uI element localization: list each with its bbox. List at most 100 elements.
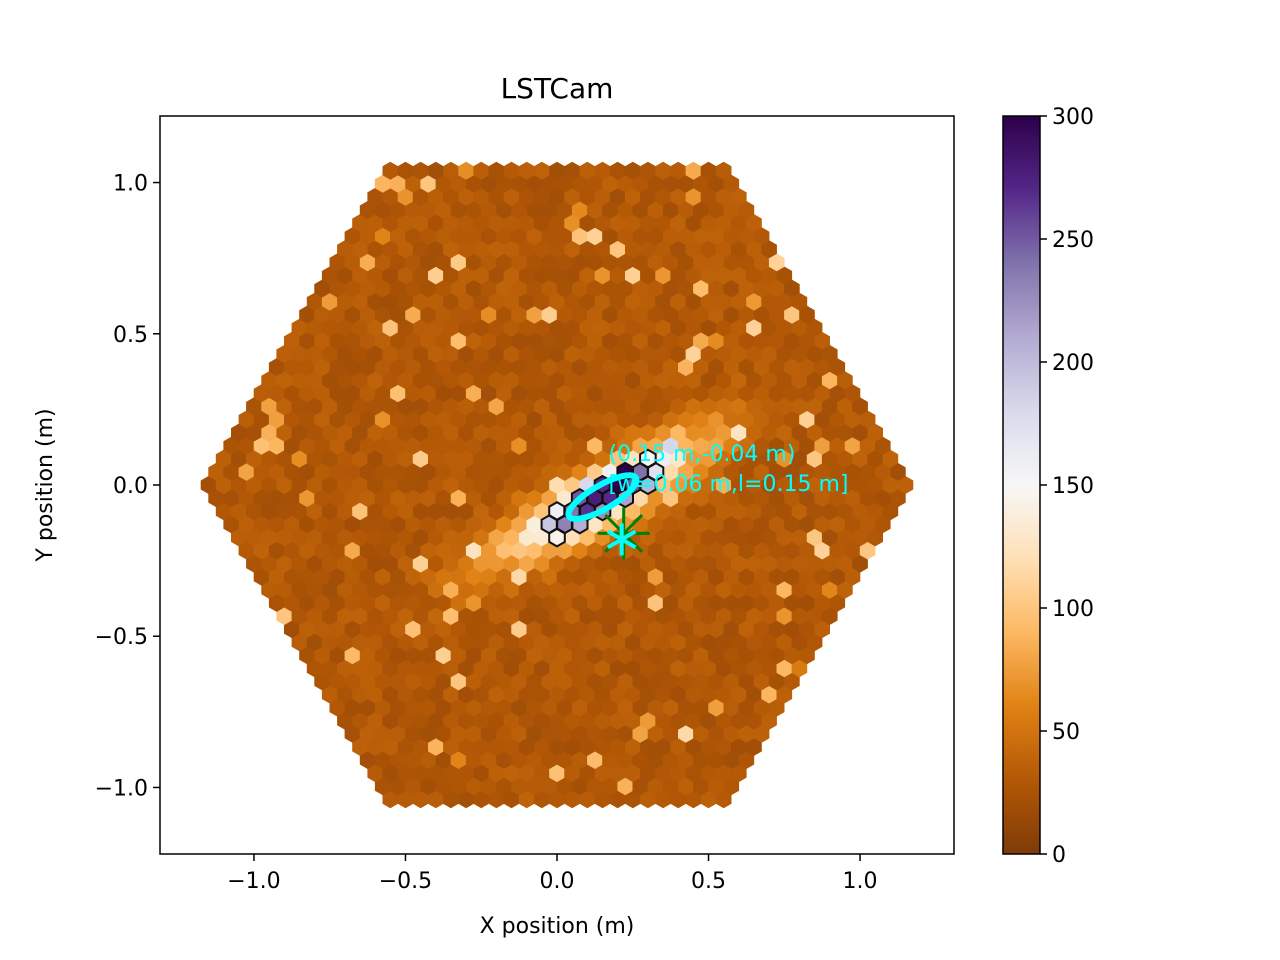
camera-pixel bbox=[549, 790, 565, 809]
camera-pixel bbox=[428, 790, 444, 809]
camera-pixel bbox=[662, 331, 679, 350]
camera-pixel bbox=[359, 384, 376, 403]
camera-pixel bbox=[685, 528, 702, 547]
camera-pixel bbox=[503, 607, 520, 625]
camera-pixel bbox=[799, 489, 815, 508]
camera-pixel bbox=[412, 659, 429, 678]
camera-pixel bbox=[556, 436, 573, 455]
camera-pixel bbox=[337, 502, 353, 521]
camera-pixel bbox=[647, 410, 664, 429]
camera-pixel bbox=[678, 724, 694, 743]
camera-pixel bbox=[397, 266, 414, 285]
camera-pixel bbox=[458, 633, 474, 652]
camera-pixel bbox=[731, 737, 747, 756]
camera-pixel bbox=[693, 410, 709, 429]
camera-pixel bbox=[518, 292, 535, 311]
camera-pixel bbox=[753, 620, 770, 639]
camera-pixel bbox=[715, 711, 732, 730]
camera-pixel bbox=[715, 737, 732, 756]
camera-pixel bbox=[662, 620, 679, 639]
camera-pixel bbox=[261, 476, 277, 494]
camera-pixel bbox=[321, 502, 338, 521]
camera-pixel bbox=[731, 318, 747, 337]
camera-pixel bbox=[359, 462, 376, 481]
camera-pixel bbox=[837, 449, 853, 468]
camera-pixel bbox=[571, 358, 588, 377]
colorbar-tick-label: 300 bbox=[1052, 105, 1094, 130]
camera-pixel bbox=[715, 528, 732, 547]
camera-pixel bbox=[412, 266, 429, 285]
camera-pixel bbox=[534, 161, 550, 180]
camera-pixel bbox=[768, 646, 785, 665]
camera-pixel bbox=[450, 331, 467, 350]
camera-pixel bbox=[814, 489, 830, 508]
camera-pixel bbox=[405, 541, 421, 560]
camera-pixel bbox=[435, 384, 452, 403]
camera-pixel bbox=[496, 515, 512, 534]
camera-pixel bbox=[761, 240, 777, 259]
camera-pixel bbox=[359, 724, 376, 743]
camera-pixel bbox=[541, 646, 558, 665]
camera-pixel bbox=[594, 711, 611, 730]
camera-pixel bbox=[640, 502, 656, 521]
camera-pixel bbox=[352, 240, 368, 259]
camera-pixel bbox=[617, 201, 633, 219]
camera-pixel bbox=[435, 698, 452, 717]
camera-pixel bbox=[731, 266, 747, 285]
camera-pixel bbox=[768, 515, 785, 534]
camera-pixel bbox=[488, 292, 505, 311]
camera-pixel bbox=[549, 345, 565, 363]
camera-pixel bbox=[806, 449, 823, 468]
camera-pixel bbox=[473, 266, 489, 285]
camera-pixel bbox=[541, 410, 558, 429]
camera-pixel bbox=[397, 633, 414, 652]
camera-pixel bbox=[738, 279, 755, 298]
camera-pixel bbox=[541, 777, 558, 796]
camera-pixel bbox=[435, 279, 452, 298]
camera-pixel bbox=[579, 397, 596, 416]
camera-pixel bbox=[791, 292, 808, 311]
camera-pixel bbox=[791, 476, 808, 494]
camera-pixel bbox=[374, 672, 391, 691]
camera-pixel bbox=[602, 331, 618, 350]
camera-pixel bbox=[382, 528, 399, 547]
camera-pixel bbox=[367, 502, 383, 521]
camera-pixel bbox=[784, 331, 800, 350]
camera-pixel bbox=[428, 528, 444, 547]
camera-pixel bbox=[746, 685, 762, 704]
camera-pixel bbox=[268, 358, 285, 377]
camera-pixel bbox=[374, 227, 391, 246]
camera-pixel bbox=[390, 201, 406, 219]
camera-pixel bbox=[473, 633, 489, 652]
camera-pixel bbox=[443, 502, 459, 521]
camera-pixel bbox=[246, 554, 262, 573]
camera-pixel bbox=[518, 161, 535, 180]
camera-pixel bbox=[473, 371, 489, 390]
camera-pixel bbox=[564, 214, 580, 233]
camera-pixel bbox=[693, 384, 709, 403]
camera-pixel bbox=[587, 227, 603, 246]
camera-pixel bbox=[662, 410, 679, 429]
camera-pixel bbox=[670, 292, 686, 311]
camera-pixel bbox=[625, 580, 641, 599]
camera-pixel bbox=[321, 449, 338, 468]
camera-pixel bbox=[473, 764, 489, 783]
camera-pixel bbox=[799, 646, 815, 665]
camera-pixel bbox=[821, 554, 838, 573]
camera-pixel bbox=[443, 607, 459, 625]
camera-pixel bbox=[556, 724, 573, 743]
camera-pixel bbox=[715, 633, 732, 652]
camera-pixel bbox=[450, 279, 467, 298]
camera-pixel bbox=[382, 502, 399, 521]
camera-pixel bbox=[784, 646, 800, 665]
camera-pixel bbox=[488, 764, 505, 783]
camera-pixel bbox=[397, 214, 414, 233]
camera-pixel bbox=[814, 436, 830, 455]
camera-pixel bbox=[496, 279, 512, 298]
camera-pixel bbox=[738, 724, 755, 743]
camera-pixel bbox=[443, 266, 459, 285]
camera-pixel bbox=[503, 633, 520, 652]
camera-pixel bbox=[587, 436, 603, 455]
camera-pixel bbox=[412, 764, 429, 783]
camera-pixel bbox=[715, 292, 732, 311]
